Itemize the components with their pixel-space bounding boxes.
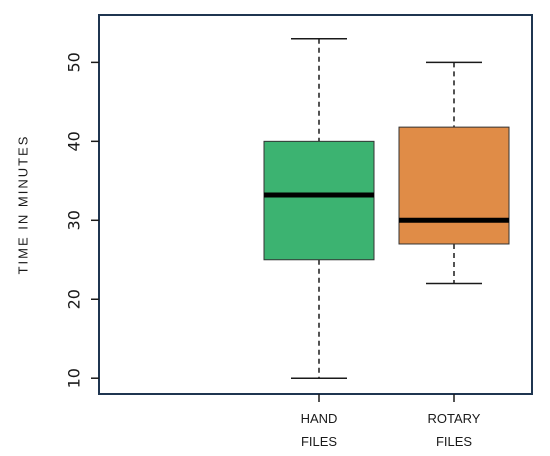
x-axis: HAND FILES ROTARY FILES — [301, 394, 481, 449]
y-tick-label: 30 — [65, 210, 84, 230]
y-tick-label: 50 — [65, 52, 84, 72]
box-1 — [263, 37, 375, 379]
box-2 — [398, 61, 510, 285]
category-label-line2: FILES — [301, 434, 337, 449]
plot-frame — [98, 14, 533, 395]
y-tick-label: 10 — [65, 368, 84, 388]
boxes — [263, 37, 510, 379]
iqr-box — [263, 140, 375, 261]
y-tick-label: 40 — [65, 131, 84, 151]
iqr-box — [398, 126, 510, 245]
category-label-line1: ROTARY — [428, 411, 481, 426]
category-label-line1: HAND — [301, 411, 338, 426]
category-label-line2: FILES — [436, 434, 472, 449]
y-axis-label: TIME IN MINUTES — [15, 135, 30, 275]
y-tick-label: 20 — [65, 289, 84, 309]
y-axis: 10 20 30 40 50 — [65, 52, 99, 388]
